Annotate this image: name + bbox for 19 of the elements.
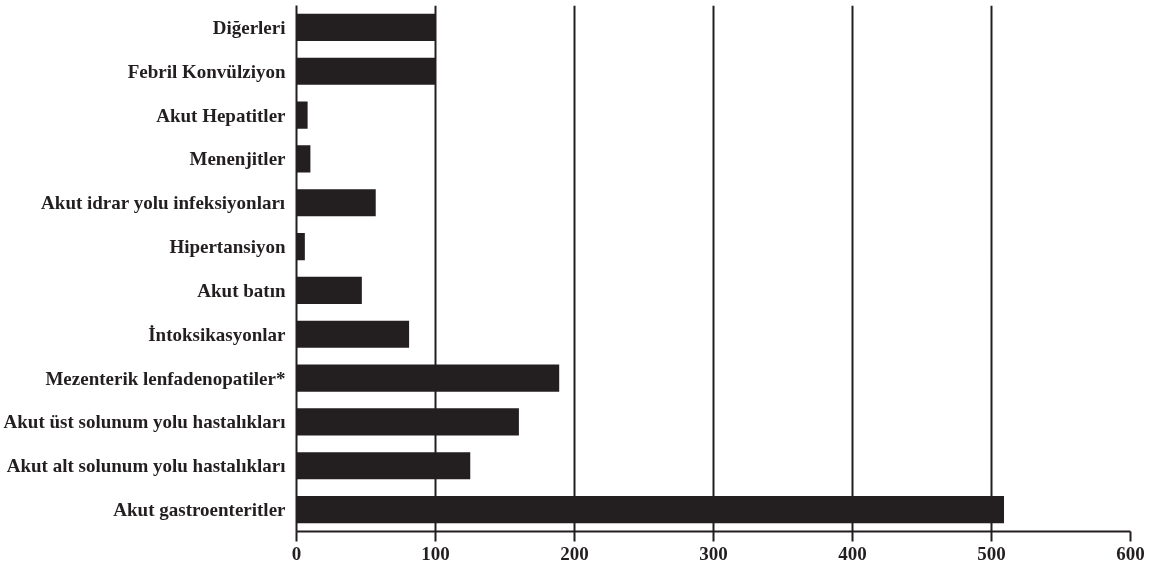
y-tick-label: Diğerleri xyxy=(212,16,286,38)
y-tick-label: Akut Hepatitler xyxy=(156,104,287,126)
x-tick-label: 600 xyxy=(1116,542,1145,564)
y-tick-label: Akut üst solunum yolu hastalıkları xyxy=(3,411,286,433)
y-tick-label: Akut batın xyxy=(197,279,286,301)
y-tick-label: Febril Konvülziyon xyxy=(127,60,286,82)
y-tick-label: Mezenterik lenfadenopatiler* xyxy=(45,367,286,389)
y-tick-label: İntoksikasyonlar xyxy=(148,323,287,345)
x-tick-label: 400 xyxy=(838,542,867,564)
y-tick-label: Akut gastroenteritler xyxy=(113,499,287,521)
y-tick-label: Menenjitler xyxy=(189,148,287,170)
x-tick-label: 200 xyxy=(560,542,589,564)
y-tick-label: Akut alt solunum yolu hastalıkları xyxy=(6,455,286,477)
x-tick-label: 500 xyxy=(977,542,1006,564)
x-tick-label: 0 xyxy=(291,542,302,564)
x-tick-label: 100 xyxy=(421,542,450,564)
y-tick-label: Hipertansiyon xyxy=(169,236,286,258)
y-tick-label: Akut idrar yolu infeksiyonları xyxy=(41,192,286,214)
x-tick-label: 300 xyxy=(699,542,728,564)
